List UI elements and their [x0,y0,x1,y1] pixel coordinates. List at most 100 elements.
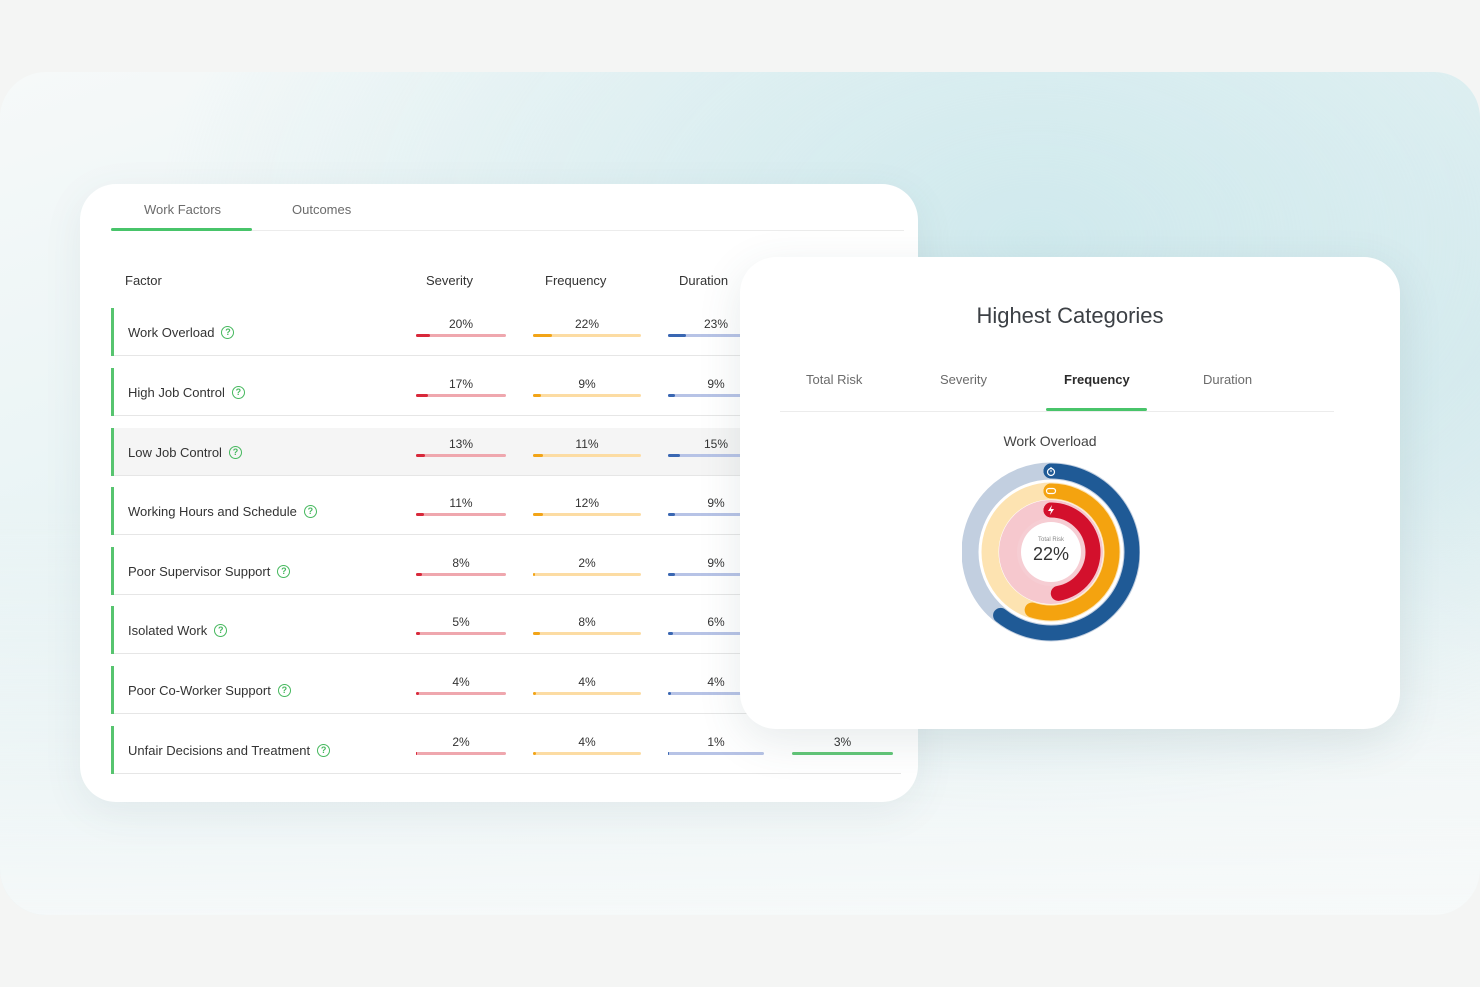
severity-metric: 17% [416,377,506,397]
duration-bar-track [668,752,764,755]
frequency-bar-fill [533,692,537,695]
tab-total-risk[interactable]: Total Risk [806,372,863,387]
table-row[interactable]: Working Hours and Schedule? 11% 12% 9% [111,487,901,535]
duration-bar-fill [668,454,680,457]
table-row[interactable]: High Job Control? 17% 9% 9% [111,368,901,416]
outcome-bar-track [792,752,893,755]
column-header-frequency[interactable]: Frequency [545,273,607,288]
table-row[interactable]: Poor Supervisor Support? 8% 2% 9% [111,547,901,595]
column-header-factor: Factor [125,273,162,288]
frequency-value: 22% [574,317,600,331]
tab-duration[interactable]: Duration [1203,372,1253,387]
frequency-metric: 9% [533,377,641,397]
highest-categories-card: Highest Categories Total Risk Severity F… [740,257,1400,729]
frequency-bar-fill [533,513,544,516]
frequency-value: 8% [578,615,596,629]
column-header-severity[interactable]: Severity [426,273,473,288]
duration-metric: 1% [668,735,764,755]
factor-tabs: Work Factors Outcomes [111,184,904,231]
factor-label: Poor Co-Worker Support? [128,683,291,698]
table-row[interactable]: Isolated Work? 5% 8% 6% [111,606,901,654]
help-icon[interactable]: ? [231,386,245,399]
table-row[interactable]: Work Overload? 20% 22% 23% [111,308,901,356]
row-accent [111,487,114,535]
tab-outcomes[interactable]: Outcomes [292,202,352,217]
row-accent [111,606,114,654]
ring-arc-repeat[interactable] [1024,483,1120,621]
duration-value: 9% [707,377,725,391]
frequency-metric: 22% [533,317,641,337]
tab-work-factors[interactable]: Work Factors [144,202,222,217]
severity-bar-fill [416,394,429,397]
factor-label: Isolated Work? [128,623,228,638]
severity-value: 5% [452,615,470,629]
factor-label: Low Job Control? [128,445,242,460]
severity-value: 8% [452,556,470,570]
severity-bar-track [416,454,506,457]
column-header-duration[interactable]: Duration [679,273,729,288]
duration-bar-fill [668,334,686,337]
duration-bar-track [668,692,764,695]
frequency-bar-track [533,513,641,516]
ring-arc-stopwatch[interactable] [993,463,1140,641]
factor-name: High Job Control [128,385,225,400]
center-label: Total Risk [1038,537,1065,543]
severity-bar-fill [416,752,418,755]
help-icon[interactable]: ? [228,446,242,459]
help-icon[interactable]: ? [277,684,291,697]
severity-value: 17% [448,377,474,391]
factor-name: Poor Supervisor Support [128,564,271,579]
duration-metric: 23% [668,317,764,337]
factor-label: Work Overload? [128,325,235,340]
frequency-value: 9% [578,377,596,391]
frequency-metric: 12% [533,496,641,516]
active-tab-indicator [111,228,252,231]
frequency-value: 4% [578,735,596,749]
severity-value: 4% [452,675,470,689]
donut-center [1021,522,1081,582]
frequency-bar-fill [533,573,535,576]
help-icon[interactable]: ? [317,744,331,757]
severity-bar-track [416,513,506,516]
frequency-bar-track [533,752,641,755]
severity-metric: 20% [416,317,506,337]
factor-name: Low Job Control [128,445,222,460]
severity-metric: 11% [416,496,506,516]
help-icon[interactable]: ? [303,505,317,518]
help-icon[interactable]: ? [214,624,228,637]
factor-name: Isolated Work [128,623,208,638]
frequency-value: 2% [578,556,596,570]
ring-arc-lightning[interactable] [1043,502,1101,601]
severity-bar-track [416,394,506,397]
help-icon[interactable]: ? [221,326,235,339]
factor-label: Working Hours and Schedule? [128,504,317,519]
row-accent [111,547,114,595]
frequency-metric: 8% [533,615,641,635]
center-value: 22% [1033,544,1069,564]
severity-bar-track [416,573,506,576]
frequency-value: 11% [575,437,599,451]
tab-severity[interactable]: Severity [940,372,987,387]
table-row[interactable]: Poor Co-Worker Support? 4% 4% 4% [111,666,901,714]
tab-frequency[interactable]: Frequency [1064,372,1130,387]
duration-value: 6% [707,615,725,629]
table-row[interactable]: Unfair Decisions and Treatment? 2% 4% 1% 3% [111,726,901,774]
duration-bar-track [668,632,764,635]
factor-name: Unfair Decisions and Treatment [128,743,311,758]
severity-bar-fill [416,632,420,635]
severity-bar-track [416,692,506,695]
duration-bar-fill [668,752,670,755]
stopwatch-icon [1043,463,1059,479]
severity-metric: 2% [416,735,506,755]
duration-value: 9% [707,496,725,510]
help-icon[interactable]: ? [277,565,291,578]
lightning-icon [1043,502,1059,518]
frequency-bar-track [533,394,641,397]
duration-bar-track [668,454,764,457]
frequency-metric: 2% [533,556,641,576]
factor-label: Unfair Decisions and Treatment? [128,743,331,758]
frequency-bar-fill [533,752,537,755]
risk-donut-chart: Total Risk 22% [962,462,1140,642]
duration-bar-fill [668,513,675,516]
frequency-bar-track [533,573,641,576]
